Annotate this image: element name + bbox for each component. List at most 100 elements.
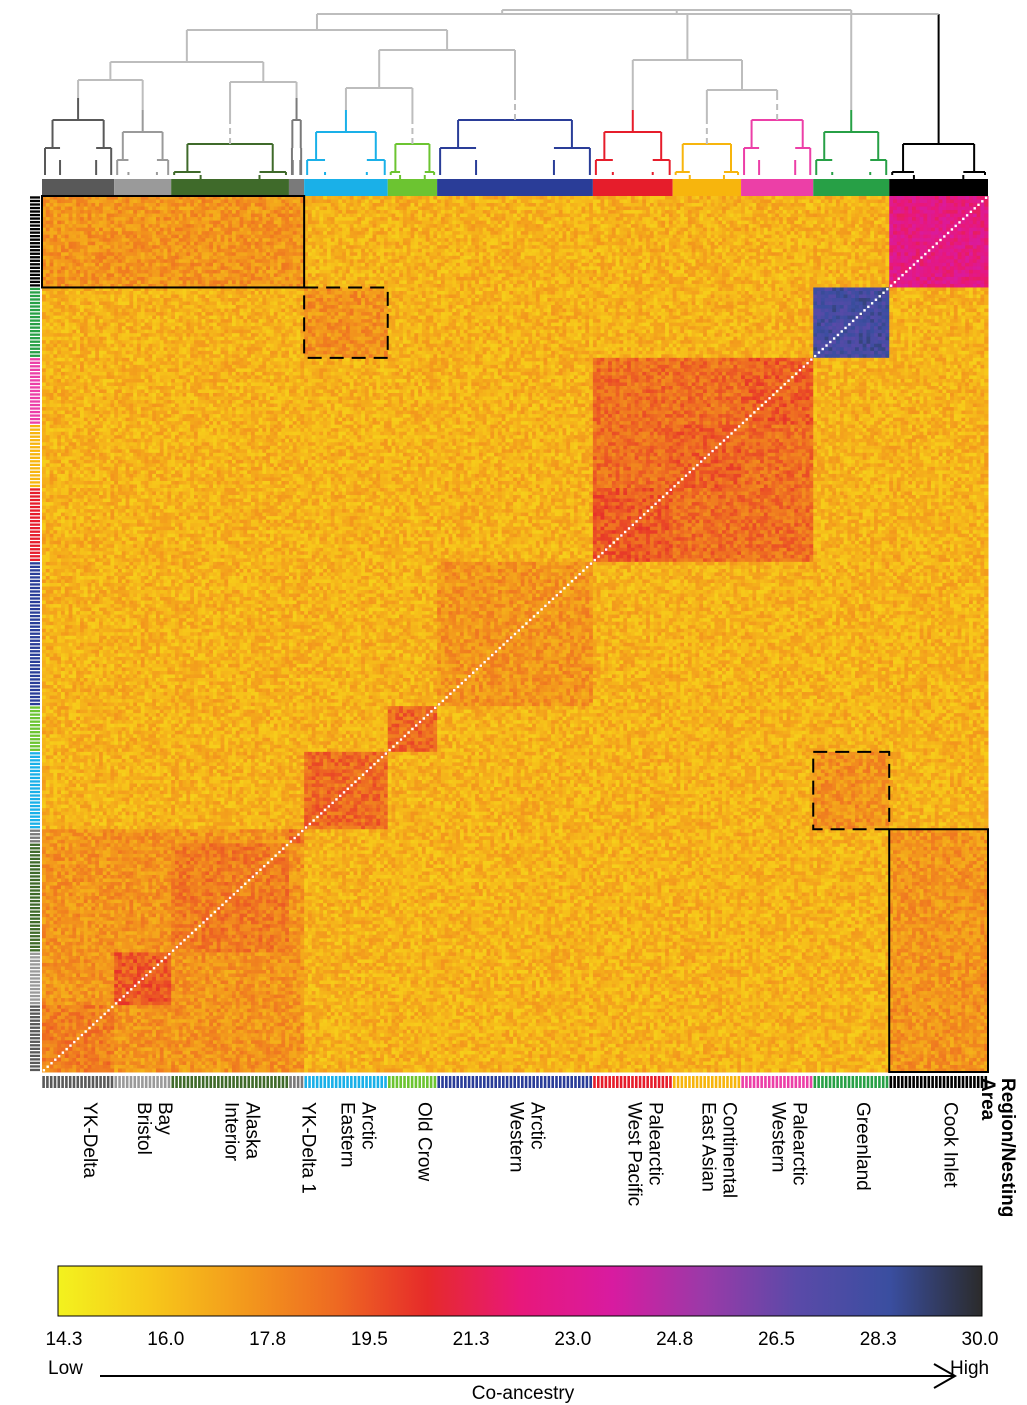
heatmap-cell — [787, 196, 791, 200]
heatmap-cell — [889, 196, 893, 200]
heatmap-cell — [156, 203, 160, 207]
heatmap-cell — [916, 196, 920, 200]
heatmap-cell — [145, 203, 149, 207]
heatmap-cell — [285, 217, 289, 221]
heatmap-cell — [794, 214, 798, 218]
heatmap-cell — [711, 214, 715, 218]
heatmap-cell — [483, 214, 487, 218]
heatmap-cell — [977, 210, 981, 214]
heatmap-cell — [202, 207, 206, 211]
heatmap-cell — [266, 221, 270, 225]
heatmap-cell — [870, 207, 874, 211]
heatmap-cell — [407, 217, 411, 221]
heatmap-cell — [118, 200, 122, 204]
heatmap-cell — [638, 217, 642, 221]
heatmap-cell — [407, 196, 411, 200]
heatmap-cell — [141, 203, 145, 207]
heatmap-cell — [471, 214, 475, 218]
heatmap-cell — [456, 214, 460, 218]
heatmap-cell — [468, 221, 472, 225]
heatmap-cell — [802, 207, 806, 211]
heatmap-cell — [50, 207, 54, 211]
heatmap-cell — [259, 207, 263, 211]
heatmap-cell — [327, 214, 331, 218]
heatmap-cell — [479, 207, 483, 211]
heatmap-cell — [760, 210, 764, 214]
heatmap-cell — [859, 203, 863, 207]
heatmap-cell — [745, 203, 749, 207]
heatmap-cell — [597, 203, 601, 207]
heatmap-cell — [980, 217, 984, 221]
heatmap-cell — [498, 221, 502, 225]
heatmap-cell — [726, 196, 730, 200]
heatmap-cell — [768, 203, 772, 207]
heatmap-cell — [365, 207, 369, 211]
heatmap-cell — [228, 217, 232, 221]
heatmap-cell — [213, 207, 217, 211]
heatmap-cell — [76, 203, 80, 207]
heatmap-cell — [946, 196, 950, 200]
heatmap-cell — [661, 221, 665, 225]
heatmap-cell — [771, 203, 775, 207]
heatmap-cell — [543, 200, 547, 204]
heatmap-cell — [581, 210, 585, 214]
heatmap-cell — [103, 210, 107, 214]
heatmap-cell — [103, 214, 107, 218]
heatmap-cell — [103, 221, 107, 225]
heatmap-cell — [509, 200, 513, 204]
heatmap-cell — [137, 217, 141, 221]
heatmap-cell — [771, 200, 775, 204]
heatmap-cell — [661, 217, 665, 221]
heatmap-cell — [521, 200, 525, 204]
heatmap-cell — [342, 203, 346, 207]
heatmap-cell — [118, 207, 122, 211]
heatmap-cell — [308, 200, 312, 204]
heatmap-cell — [642, 221, 646, 225]
heatmap-cell — [274, 207, 278, 211]
heatmap-cell — [278, 210, 282, 214]
heatmap-cell — [266, 200, 270, 204]
heatmap-cell — [224, 221, 228, 225]
heatmap-cell — [490, 207, 494, 211]
heatmap-cell — [657, 196, 661, 200]
heatmap-cell — [61, 203, 65, 207]
heatmap-cell — [437, 196, 441, 200]
heatmap-cell — [851, 221, 855, 225]
heatmap-cell — [175, 207, 179, 211]
heatmap-cell — [783, 207, 787, 211]
heatmap-cell — [540, 217, 544, 221]
heatmap-cell — [764, 196, 768, 200]
heatmap-cell — [935, 203, 939, 207]
heatmap-cell — [316, 200, 320, 204]
heatmap-cell — [775, 207, 779, 211]
heatmap-cell — [627, 221, 631, 225]
heatmap-cell — [392, 221, 396, 225]
heatmap-cell — [171, 214, 175, 218]
heatmap-cell — [452, 217, 456, 221]
heatmap-cell — [517, 221, 521, 225]
heatmap-cell — [365, 196, 369, 200]
heatmap-cell — [775, 214, 779, 218]
heatmap-cell — [612, 217, 616, 221]
heatmap-cell — [851, 203, 855, 207]
heatmap-cell — [133, 207, 137, 211]
heatmap-cell — [893, 210, 897, 214]
heatmap-cell — [148, 217, 152, 221]
heatmap-cell — [399, 196, 403, 200]
heatmap-cell — [973, 203, 977, 207]
heatmap-cell — [243, 203, 247, 207]
heatmap-cell — [395, 210, 399, 214]
heatmap-cell — [289, 210, 293, 214]
heatmap-cell — [84, 203, 88, 207]
heatmap-cell — [221, 207, 225, 211]
heatmap-cell — [433, 221, 437, 225]
heatmap-cell — [901, 196, 905, 200]
heatmap-cell — [711, 217, 715, 221]
heatmap-cell — [882, 200, 886, 204]
heatmap-cell — [205, 203, 209, 207]
heatmap-cell — [695, 203, 699, 207]
heatmap-cell — [779, 200, 783, 204]
heatmap-cell — [889, 200, 893, 204]
heatmap-cell — [790, 214, 794, 218]
heatmap-cell — [521, 221, 525, 225]
